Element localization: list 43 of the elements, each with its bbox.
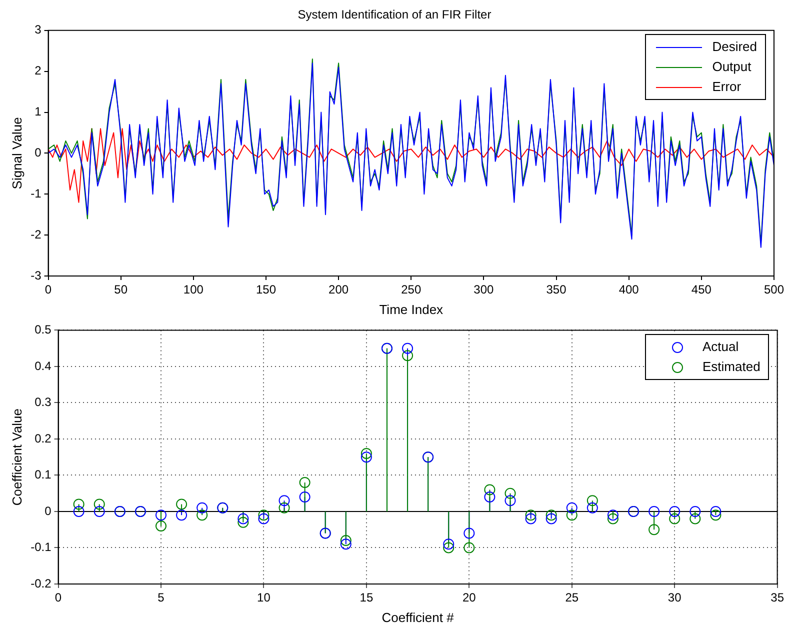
y-tick-label: 0.5 xyxy=(34,322,52,337)
y-tick-label: 0.4 xyxy=(34,358,52,373)
x-tick-label: 5 xyxy=(158,590,165,605)
y-tick-label: -2 xyxy=(30,227,42,242)
y-tick-label: 0 xyxy=(44,504,52,518)
y-tick-label: -0.2 xyxy=(30,576,52,590)
legend-label: Estimated xyxy=(702,358,760,376)
chart-title: System Identification of an FIR Filter xyxy=(298,8,492,22)
y-tick-label: 0 xyxy=(34,146,42,160)
y-tick-label: 3 xyxy=(34,22,42,37)
y-tick-label: 2 xyxy=(34,64,42,78)
x-tick-label: 400 xyxy=(618,282,640,297)
y-tick-label: 1 xyxy=(34,104,42,119)
y-tick-label: -3 xyxy=(30,268,42,282)
legend-label: Desired xyxy=(712,38,757,56)
y-tick-label: 0.3 xyxy=(34,395,52,410)
x-tick-label: 35 xyxy=(770,590,784,605)
x-tick-label: 0 xyxy=(54,590,62,605)
x-tick-label: 15 xyxy=(360,590,374,605)
x-tick-label: 300 xyxy=(474,282,494,297)
y-axis-title: Coefficient Value xyxy=(9,408,24,506)
x-tick-label: 25 xyxy=(565,590,579,605)
y-axis-title: Signal Value xyxy=(9,117,24,190)
x-tick-label: 450 xyxy=(691,282,712,297)
y-tick-label: -0.1 xyxy=(30,540,52,554)
y-tick-label: -1 xyxy=(30,186,42,200)
legend-label: Output xyxy=(712,58,752,76)
legend-label: Error xyxy=(712,78,742,96)
x-tick-label: 30 xyxy=(668,590,682,605)
x-tick-label: 10 xyxy=(257,590,271,605)
y-tick-label: 0.1 xyxy=(34,468,52,482)
x-tick-label: 250 xyxy=(401,282,422,297)
x-tick-label: 50 xyxy=(114,282,128,297)
x-tick-label: 100 xyxy=(183,282,204,297)
x-axis-title: Time Index xyxy=(379,302,444,317)
x-tick-label: 200 xyxy=(328,282,349,297)
x-axis-title: Coefficient # xyxy=(382,610,455,625)
x-tick-label: 350 xyxy=(546,282,567,297)
x-tick-label: 500 xyxy=(764,282,784,297)
y-tick-label: 0.2 xyxy=(34,431,52,446)
x-tick-label: 20 xyxy=(462,590,476,605)
legend-label: Actual xyxy=(702,338,739,356)
x-tick-label: 150 xyxy=(256,282,276,297)
